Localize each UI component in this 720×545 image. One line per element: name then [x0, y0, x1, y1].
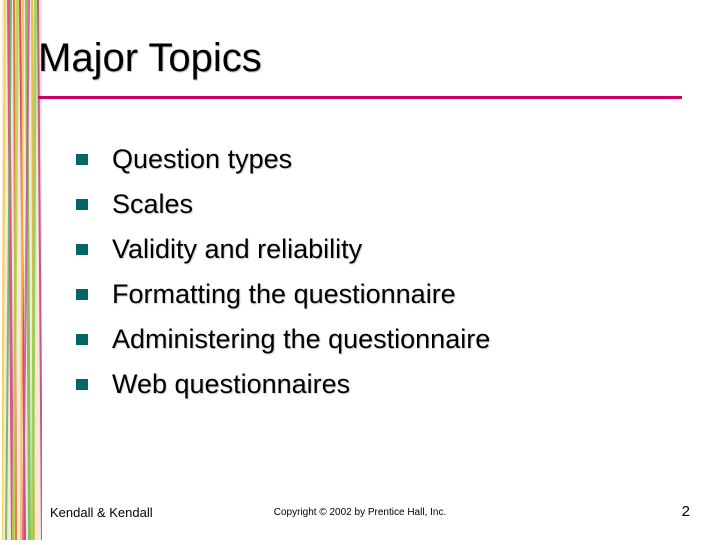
footer-page-number: 2: [682, 503, 690, 520]
bullet-text: Validity and reliability: [112, 234, 362, 265]
bullet-text: Question types: [112, 144, 292, 175]
decorative-stripe: [2, 0, 42, 540]
bullet-text: Web questionnaires: [112, 369, 350, 400]
stripe-svg: [2, 0, 42, 540]
bullet-item: Validity and reliability: [76, 234, 656, 265]
title-underline: [38, 96, 682, 99]
bullet-item: Scales: [76, 189, 656, 220]
bullet-marker-icon: [76, 199, 88, 210]
bullet-item: Formatting the questionnaire: [76, 279, 656, 310]
bullet-list: Question types Scales Validity and reliabi…: [76, 144, 656, 414]
footer-copyright: Copyright © 2002 by Prentice Hall, Inc.: [0, 507, 720, 518]
bullet-text: Scales: [112, 189, 193, 220]
bullet-marker-icon: [76, 334, 88, 345]
bullet-text: Administering the questionnaire: [112, 324, 490, 355]
slide: Major Topics Question types Scales Validit…: [0, 0, 720, 540]
bullet-item: Question types: [76, 144, 656, 175]
bullet-item: Web questionnaires: [76, 369, 656, 400]
bullet-text: Formatting the questionnaire: [112, 279, 456, 310]
bullet-marker-icon: [76, 379, 88, 390]
bullet-item: Administering the questionnaire: [76, 324, 656, 355]
bullet-marker-icon: [76, 244, 88, 255]
bullet-marker-icon: [76, 154, 88, 165]
slide-title: Major Topics: [38, 36, 262, 81]
bullet-marker-icon: [76, 289, 88, 300]
